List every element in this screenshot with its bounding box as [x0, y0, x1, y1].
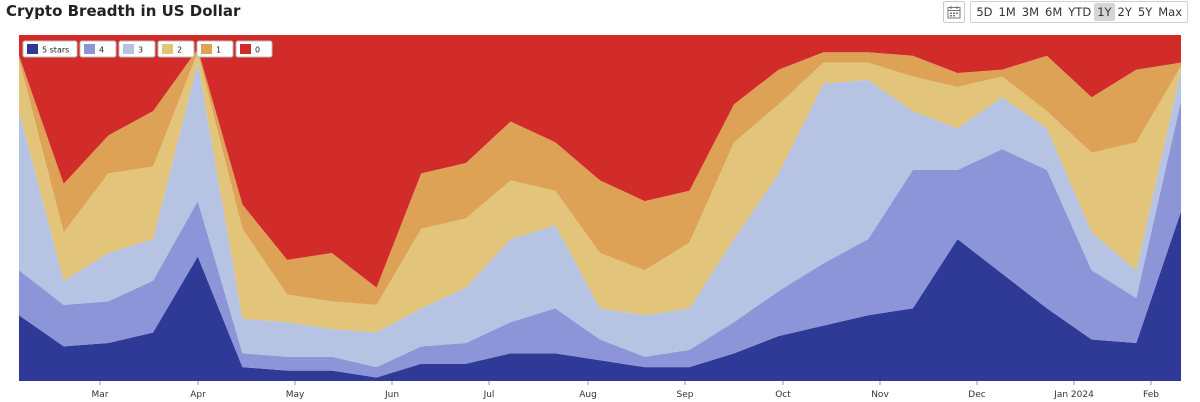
legend-swatch: [84, 44, 95, 54]
legend-label: 0: [255, 46, 260, 55]
legend-swatch: [240, 44, 251, 54]
range-button-5y[interactable]: 5Y: [1137, 5, 1153, 19]
x-tick-label: Jun: [384, 390, 399, 400]
range-buttons: 5D 1M 3M 6M YTD 1Y 2Y 5Y Max: [970, 1, 1188, 23]
legend-label: 2: [177, 46, 182, 55]
area-series-2: [19, 52, 1181, 333]
x-tick-label: Dec: [968, 390, 985, 400]
x-tick-label: Jul: [483, 390, 495, 400]
x-tick-label: Aug: [579, 390, 597, 400]
legend-item-4[interactable]: 4: [79, 40, 117, 58]
x-tick-label: Feb: [1143, 390, 1159, 400]
area-series-5-stars: [19, 211, 1181, 381]
area-series-1: [19, 48, 1181, 305]
area-series-3: [19, 62, 1181, 368]
range-button-5d[interactable]: 5D: [976, 5, 993, 19]
x-tick-label: Nov: [871, 390, 889, 400]
legend-swatch: [27, 44, 38, 54]
range-button-1m[interactable]: 1M: [998, 5, 1016, 19]
legend-swatch: [201, 44, 212, 54]
legend-item-1[interactable]: 1: [196, 40, 234, 58]
range-button-6m[interactable]: 6M: [1045, 5, 1063, 19]
range-button-ytd[interactable]: YTD: [1068, 5, 1092, 19]
legend-item-3[interactable]: 3: [118, 40, 156, 58]
legend-swatch: [162, 44, 173, 54]
legend-swatch: [123, 44, 134, 54]
x-tick-label: Oct: [775, 390, 791, 400]
legend-item-2[interactable]: 2: [157, 40, 195, 58]
legend: 5 stars 4 3 2 1 0: [22, 40, 273, 58]
legend-label: 4: [99, 46, 104, 55]
range-selector: 5D 1M 3M 6M YTD 1Y 2Y 5Y Max: [943, 1, 1188, 23]
legend-label: 3: [138, 46, 143, 55]
x-tick-label: Jan 2024: [1053, 390, 1094, 400]
x-tick-label: Sep: [677, 390, 694, 400]
area-series-4: [19, 100, 1181, 378]
x-tick-label: Mar: [92, 390, 109, 400]
range-button-3m[interactable]: 3M: [1021, 5, 1040, 19]
range-button-2y[interactable]: 2Y: [1117, 5, 1132, 19]
legend-label: 5 stars: [42, 46, 69, 55]
legend-label: 1: [216, 46, 221, 55]
calendar-icon[interactable]: [943, 1, 966, 23]
legend-item-5-stars[interactable]: 5 stars: [22, 40, 78, 58]
area-series-0: [19, 35, 1181, 288]
x-tick-label: May: [286, 390, 305, 400]
range-button-1y[interactable]: 1Y: [1094, 3, 1115, 21]
page-title: Crypto Breadth in US Dollar: [6, 2, 241, 20]
x-tick-label: Apr: [190, 390, 206, 400]
range-button-max[interactable]: Max: [1158, 5, 1182, 19]
legend-item-0[interactable]: 0: [235, 40, 273, 58]
